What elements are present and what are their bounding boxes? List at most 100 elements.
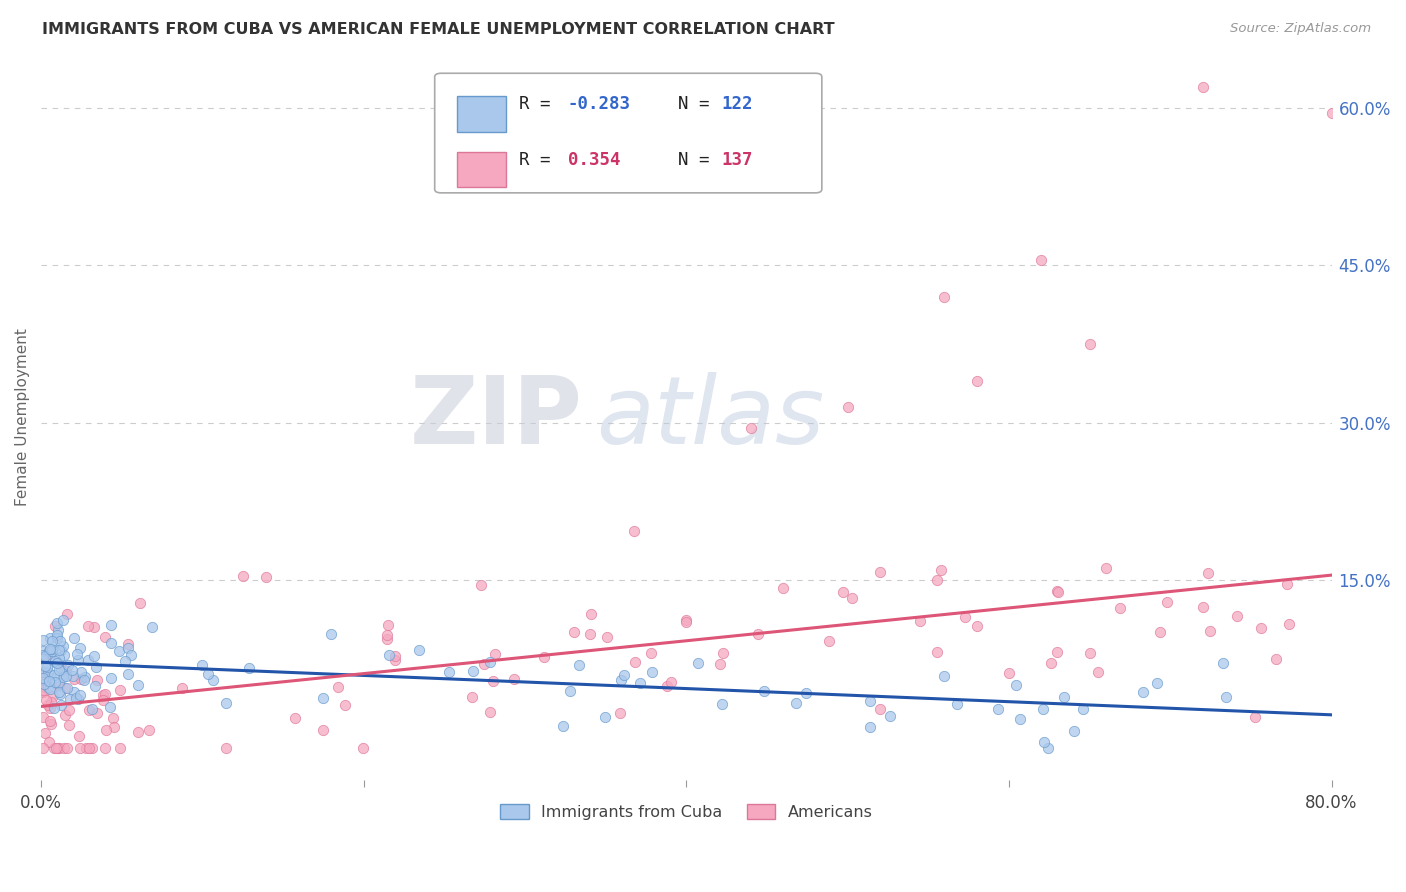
Point xyxy=(593,710,616,724)
Point xyxy=(333,698,356,712)
Point xyxy=(34,680,56,694)
Point xyxy=(1005,678,1028,692)
Point xyxy=(832,584,855,599)
Point xyxy=(202,673,225,688)
Point xyxy=(927,645,949,659)
Point xyxy=(408,642,430,657)
Point xyxy=(48,651,70,665)
Point xyxy=(484,647,506,661)
Point xyxy=(1191,79,1213,94)
FancyBboxPatch shape xyxy=(457,152,506,187)
Point xyxy=(32,683,55,698)
Point xyxy=(55,665,77,679)
Text: R =: R = xyxy=(519,152,571,169)
Point xyxy=(34,726,56,740)
Text: IMMIGRANTS FROM CUBA VS AMERICAN FEMALE UNEMPLOYMENT CORRELATION CHART: IMMIGRANTS FROM CUBA VS AMERICAN FEMALE … xyxy=(42,22,835,37)
Point xyxy=(35,660,58,674)
Point xyxy=(31,650,53,665)
Point xyxy=(319,627,342,641)
Point xyxy=(31,685,53,699)
Point xyxy=(1063,723,1085,738)
Point xyxy=(52,670,75,684)
Point xyxy=(998,665,1021,680)
Point xyxy=(93,693,115,707)
Point xyxy=(31,673,53,687)
Point xyxy=(37,665,59,679)
Point xyxy=(39,695,62,709)
Point xyxy=(45,656,67,670)
Point xyxy=(48,663,70,677)
Point xyxy=(42,689,65,703)
Point xyxy=(1046,584,1069,599)
Legend: Immigrants from Cuba, Americans: Immigrants from Cuba, Americans xyxy=(494,798,879,826)
Point xyxy=(108,741,131,756)
Point xyxy=(38,644,60,658)
Point xyxy=(32,665,55,680)
Point xyxy=(1039,656,1062,670)
Point xyxy=(100,636,122,650)
Point xyxy=(44,656,66,670)
Point xyxy=(326,680,349,694)
Point xyxy=(37,648,59,663)
Point xyxy=(1053,690,1076,704)
Point xyxy=(472,657,495,672)
Point xyxy=(53,681,76,695)
Point xyxy=(83,679,105,693)
Point xyxy=(37,681,59,695)
Point xyxy=(63,631,86,645)
Point xyxy=(215,696,238,710)
Point xyxy=(66,692,89,706)
Point xyxy=(533,649,555,664)
Point xyxy=(39,681,62,696)
Point xyxy=(48,634,70,648)
Point xyxy=(52,666,75,681)
Point xyxy=(932,668,955,682)
Point xyxy=(254,570,277,584)
Point xyxy=(966,374,988,388)
Point xyxy=(1078,337,1101,351)
Point xyxy=(1278,616,1301,631)
Point xyxy=(48,675,70,690)
Point xyxy=(56,607,79,621)
Point xyxy=(785,696,807,710)
Point xyxy=(172,681,194,696)
Point xyxy=(609,706,631,720)
Point xyxy=(910,614,932,628)
Text: Source: ZipAtlas.com: Source: ZipAtlas.com xyxy=(1230,22,1371,36)
Point xyxy=(747,627,769,641)
Point xyxy=(215,741,238,756)
Point xyxy=(384,653,406,667)
Point xyxy=(66,647,89,661)
Point xyxy=(439,665,461,679)
Point xyxy=(1275,576,1298,591)
Point xyxy=(32,677,55,691)
Text: ZIP: ZIP xyxy=(411,372,583,464)
Point xyxy=(754,684,776,698)
Point xyxy=(82,741,104,756)
Point xyxy=(929,563,952,577)
Point xyxy=(31,652,53,666)
Point xyxy=(1244,710,1267,724)
Point xyxy=(655,679,678,693)
Point xyxy=(56,658,79,673)
Point xyxy=(1073,702,1095,716)
Point xyxy=(34,671,56,685)
Point xyxy=(384,649,406,664)
Point xyxy=(59,692,82,706)
Point xyxy=(613,668,636,682)
Point xyxy=(859,720,882,734)
Point xyxy=(42,741,65,756)
Point xyxy=(46,741,69,756)
Point xyxy=(49,698,72,713)
Point xyxy=(70,665,93,680)
Point xyxy=(77,653,100,667)
Point xyxy=(31,632,53,647)
Point xyxy=(72,673,94,688)
Point xyxy=(32,644,55,658)
Point xyxy=(953,609,976,624)
Point xyxy=(38,701,60,715)
Point xyxy=(640,646,662,660)
Point xyxy=(83,648,105,663)
Point xyxy=(596,630,619,644)
Point xyxy=(711,697,734,711)
